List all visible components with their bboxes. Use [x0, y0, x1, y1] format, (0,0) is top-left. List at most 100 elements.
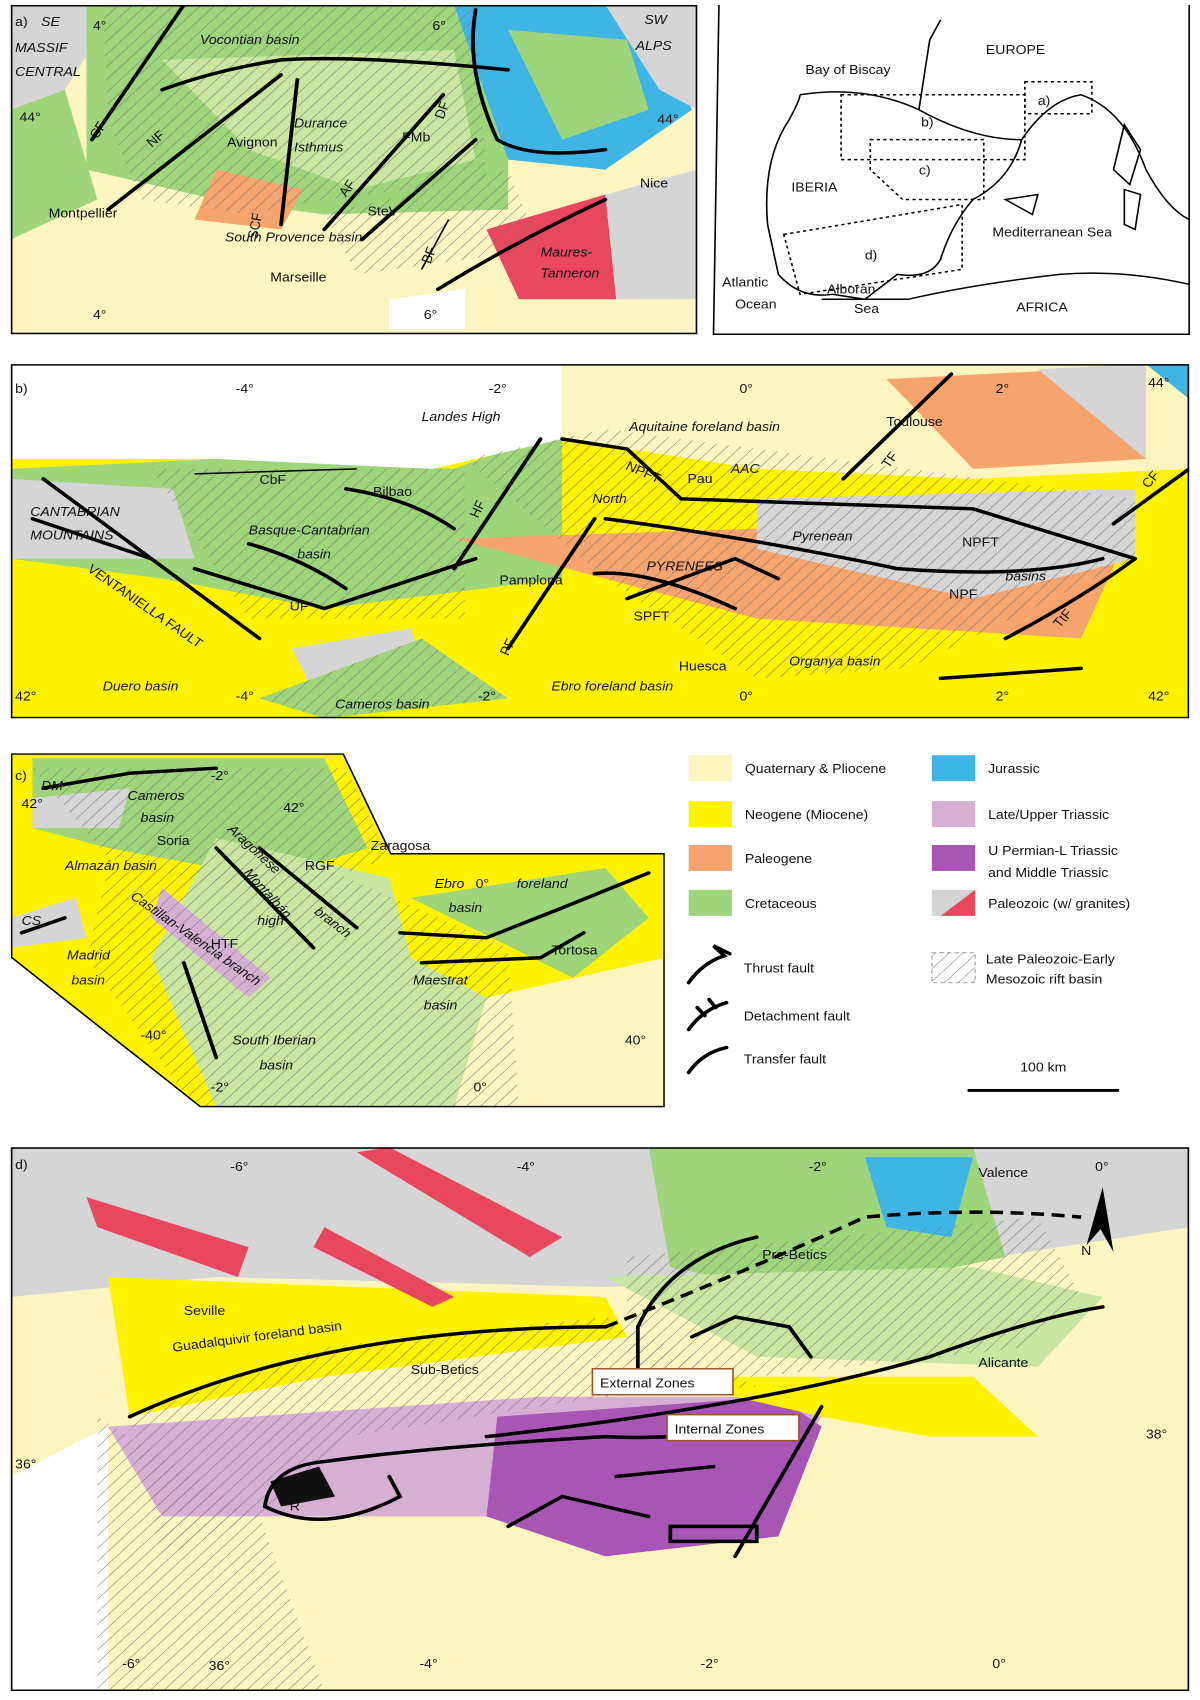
panel-d-label: -4° — [419, 1657, 437, 1671]
fault — [262, 1474, 403, 1522]
panel-a-label: Marseille — [270, 270, 326, 284]
panel-a-label: Montpellier — [49, 206, 118, 220]
panel-d-label: 38° — [1146, 1427, 1167, 1441]
panel-a-label: a) — [15, 14, 28, 28]
fault — [560, 437, 1138, 561]
panel-d-label: Sub-Betics — [411, 1362, 479, 1376]
map-unit — [508, 29, 649, 140]
panel-c-label: RGF — [305, 858, 335, 872]
panel-a — [10, 4, 698, 335]
panel-b-label: UF — [290, 599, 309, 613]
legend-label: Thrust fault — [744, 961, 815, 975]
ophiolite — [270, 1466, 336, 1507]
inset-map-label: AFRICA — [1016, 300, 1068, 314]
legend-label: U Permian-L Triassic — [988, 843, 1118, 857]
panel-c-label: Ebro — [435, 876, 465, 890]
panel-b-label: Pau — [688, 471, 713, 485]
fault — [690, 1315, 813, 1359]
panel-b-label: Pamplona — [499, 573, 563, 587]
fault — [484, 1305, 1105, 1439]
panel-b-label: NPF — [949, 587, 977, 601]
panel-c-label: South Iberian — [232, 1033, 316, 1047]
panel-d-label: Seville — [184, 1303, 225, 1317]
panel-b-label: AAC — [730, 461, 760, 475]
panel-d-label: 0° — [992, 1657, 1005, 1671]
rift-basin — [32, 768, 390, 898]
panel-c-label: Almazán basin — [64, 858, 157, 872]
panel-b-label: CANTABRIAN — [30, 504, 120, 518]
panel-d-label: -2° — [809, 1160, 827, 1174]
panel-a-label: SW — [644, 12, 668, 26]
panel-c-label: -2° — [211, 1080, 229, 1094]
panel-c-label: -40° — [141, 1028, 167, 1042]
box-b — [840, 94, 1026, 161]
panel-a-label: 44° — [657, 112, 678, 126]
panel-b-label: -4° — [236, 382, 254, 396]
panel-c-label: Maestrat — [413, 973, 469, 987]
panel-a-label: Maures- — [541, 245, 593, 259]
island — [1003, 122, 1142, 231]
panel-b-label: Toulouse — [886, 414, 942, 428]
panel-b-label: SPFT — [634, 609, 670, 623]
fault — [452, 437, 543, 571]
fault — [938, 666, 1083, 681]
fault — [733, 1404, 824, 1559]
fault — [360, 137, 478, 242]
panel-a-label: 6° — [432, 18, 445, 32]
panel-c-label: 40° — [625, 1033, 646, 1047]
panel-b-label: PF — [497, 637, 519, 658]
panel-a-label: 4° — [93, 18, 106, 32]
panel-c-label: foreland — [517, 876, 568, 890]
fault — [1111, 467, 1190, 526]
fault — [106, 73, 283, 212]
panel-d-label: Pre-Betics — [762, 1248, 827, 1262]
panel-c-label: -2° — [211, 769, 229, 783]
fault — [506, 517, 597, 651]
map-unit — [389, 289, 465, 330]
panel-c-label: HTF — [211, 936, 238, 950]
panel-b-label: Cameros basin — [335, 697, 429, 711]
panel-c-label: basin — [141, 811, 175, 825]
panel-b-label: Aquitaine foreland basin — [628, 419, 780, 433]
inset-map — [712, 4, 1190, 335]
panel-b-label: Duero basin — [103, 679, 179, 693]
inset-map-label: Ocean — [735, 297, 776, 311]
panel-d-label: -6° — [122, 1657, 140, 1671]
panel-frame — [10, 753, 665, 1108]
legend-label: Cretaceous — [745, 896, 817, 910]
panel-d-label: External Zones — [600, 1376, 695, 1390]
rift-basin — [324, 169, 541, 275]
map-unit — [1037, 364, 1146, 459]
panel-b-label: 0° — [739, 689, 752, 703]
panel-a-label: Durance — [294, 116, 348, 130]
fault — [279, 78, 300, 227]
inset-map-label: Alboran — [827, 282, 875, 296]
panel-c-label: Cameros — [128, 789, 185, 803]
legend-symbol — [931, 952, 976, 984]
panel-a-label: BF — [419, 245, 440, 265]
legend-swatch — [931, 755, 976, 782]
panel-b-label: Huesca — [679, 659, 727, 673]
panel-b-label: Pyrenean — [792, 529, 852, 543]
zone-box — [666, 1413, 800, 1442]
panel-a-label: SCF — [245, 212, 265, 240]
legend-label: Late Paleozoic-Early — [986, 952, 1115, 966]
sea — [10, 364, 563, 469]
panel-a-label: 6° — [424, 308, 437, 322]
legend-symbol — [686, 944, 732, 985]
fault — [90, 4, 186, 142]
inset-map-label: Mediterranean Sea — [992, 225, 1112, 239]
panel-a-label: Tanneron — [541, 266, 600, 280]
fault — [41, 766, 219, 790]
panel-c-label: basin — [71, 973, 105, 987]
inset-map-label: Sea — [854, 302, 879, 316]
legend-swatch — [931, 845, 976, 871]
panel-d-label: Alicante — [978, 1355, 1028, 1369]
legend-swatch — [931, 801, 976, 828]
panel-c-label: Soria — [157, 834, 190, 848]
rift-basin — [259, 638, 509, 719]
panel-b-label: -2° — [489, 382, 507, 396]
inset-map-label: a) — [1038, 93, 1051, 107]
panel-a-label: Vocontian basin — [200, 32, 299, 46]
map-unit — [10, 478, 195, 559]
